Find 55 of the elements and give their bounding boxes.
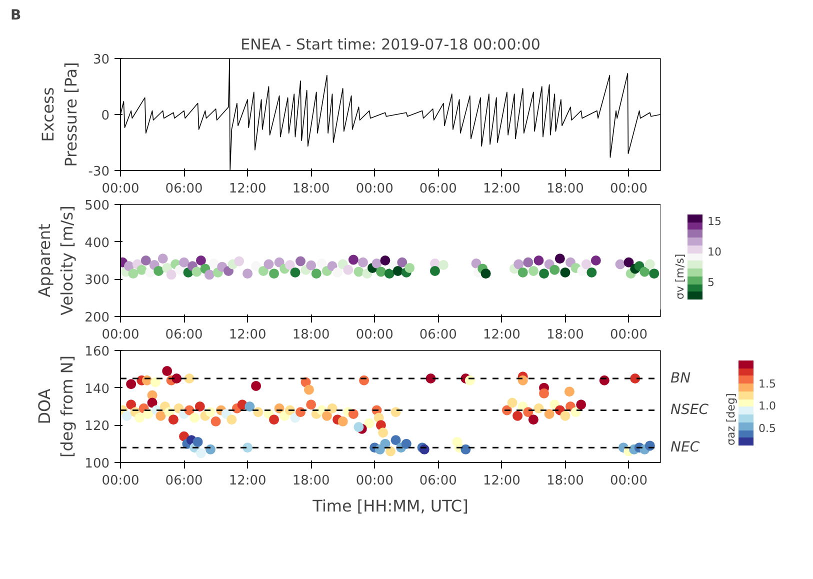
x-tick-label: 18:00: [546, 182, 584, 196]
y-axis-title: DOA [deg from N]: [34, 355, 77, 458]
x-tick-label: 00:00: [102, 474, 140, 488]
y-tick-label: 0: [101, 108, 110, 124]
color-bar-title: σaz [deg]: [724, 393, 738, 446]
x-tick-label: 00:00: [356, 474, 394, 488]
y-tick-label: 400: [84, 236, 110, 251]
ref-line-label: BN: [670, 370, 692, 386]
x-tick-label: 00:00: [610, 328, 648, 342]
color-bar-title: σv [m/s]: [674, 254, 686, 300]
x-tick-label: 12:00: [482, 328, 520, 342]
x-tick-label: 18:00: [546, 474, 584, 488]
x-tick-label: 12:00: [482, 474, 520, 488]
x-tick-label: 06:00: [165, 474, 203, 488]
text: B: [10, 8, 22, 24]
ref-line-label: NSEC: [670, 402, 709, 418]
x-tick-label: 06:00: [419, 474, 457, 488]
x-tick-label: 18:00: [292, 328, 330, 342]
y-tick-label: 500: [84, 198, 110, 214]
ref-line-label: NEC: [670, 440, 700, 456]
color-bar-label: 5: [708, 276, 714, 289]
x-tick-label: 12:00: [228, 182, 266, 196]
x-tick-label: 12:00: [482, 182, 520, 196]
y-tick-label: -30: [88, 164, 110, 180]
x-tick-label: 06:00: [165, 182, 203, 196]
x-tick-label: 18:00: [292, 474, 330, 488]
x-tick-label: 12:00: [228, 328, 266, 342]
x-tick-label: 18:00: [292, 182, 330, 196]
x-tick-label: 00:00: [102, 328, 140, 342]
y-tick-label: 200: [84, 310, 110, 326]
color-bar-label: 15: [708, 215, 722, 228]
y-axis-title: Apparent Velocity [m/s]: [34, 206, 77, 316]
color-bar-label: 0.5: [758, 422, 776, 436]
x-tick-label: 00:00: [610, 474, 648, 488]
y-axis-title: Excess Pressure [Pa]: [38, 62, 80, 167]
color-bar-label: 1.0: [758, 400, 776, 413]
color-bar-label: 10: [708, 245, 722, 258]
color-bar-label: 1.5: [758, 377, 776, 390]
x-tick-label: 06:00: [419, 328, 457, 342]
x-tick-label: 06:00: [419, 182, 457, 196]
y-tick-label: 160: [84, 344, 110, 360]
y-tick-label: 30: [92, 52, 110, 68]
x-tick-label: 00:00: [610, 182, 648, 196]
y-tick-label: 140: [84, 382, 110, 397]
x-tick-label: 06:00: [165, 328, 203, 342]
y-tick-label: 300: [84, 273, 110, 288]
x-tick-label: 18:00: [546, 328, 584, 342]
x-tick-label: 00:00: [356, 328, 394, 342]
x-tick-label: 12:00: [228, 474, 266, 488]
chart-title: ENEA - Start time: 2019-07-18 00:00:00: [240, 36, 540, 54]
y-tick-label: 100: [84, 456, 110, 472]
x-tick-label: 00:00: [356, 182, 394, 196]
y-tick-label: 120: [84, 419, 110, 434]
x-tick-label: 00:00: [102, 182, 140, 196]
x-axis-title: Time [HH:MM, UTC]: [312, 496, 468, 516]
